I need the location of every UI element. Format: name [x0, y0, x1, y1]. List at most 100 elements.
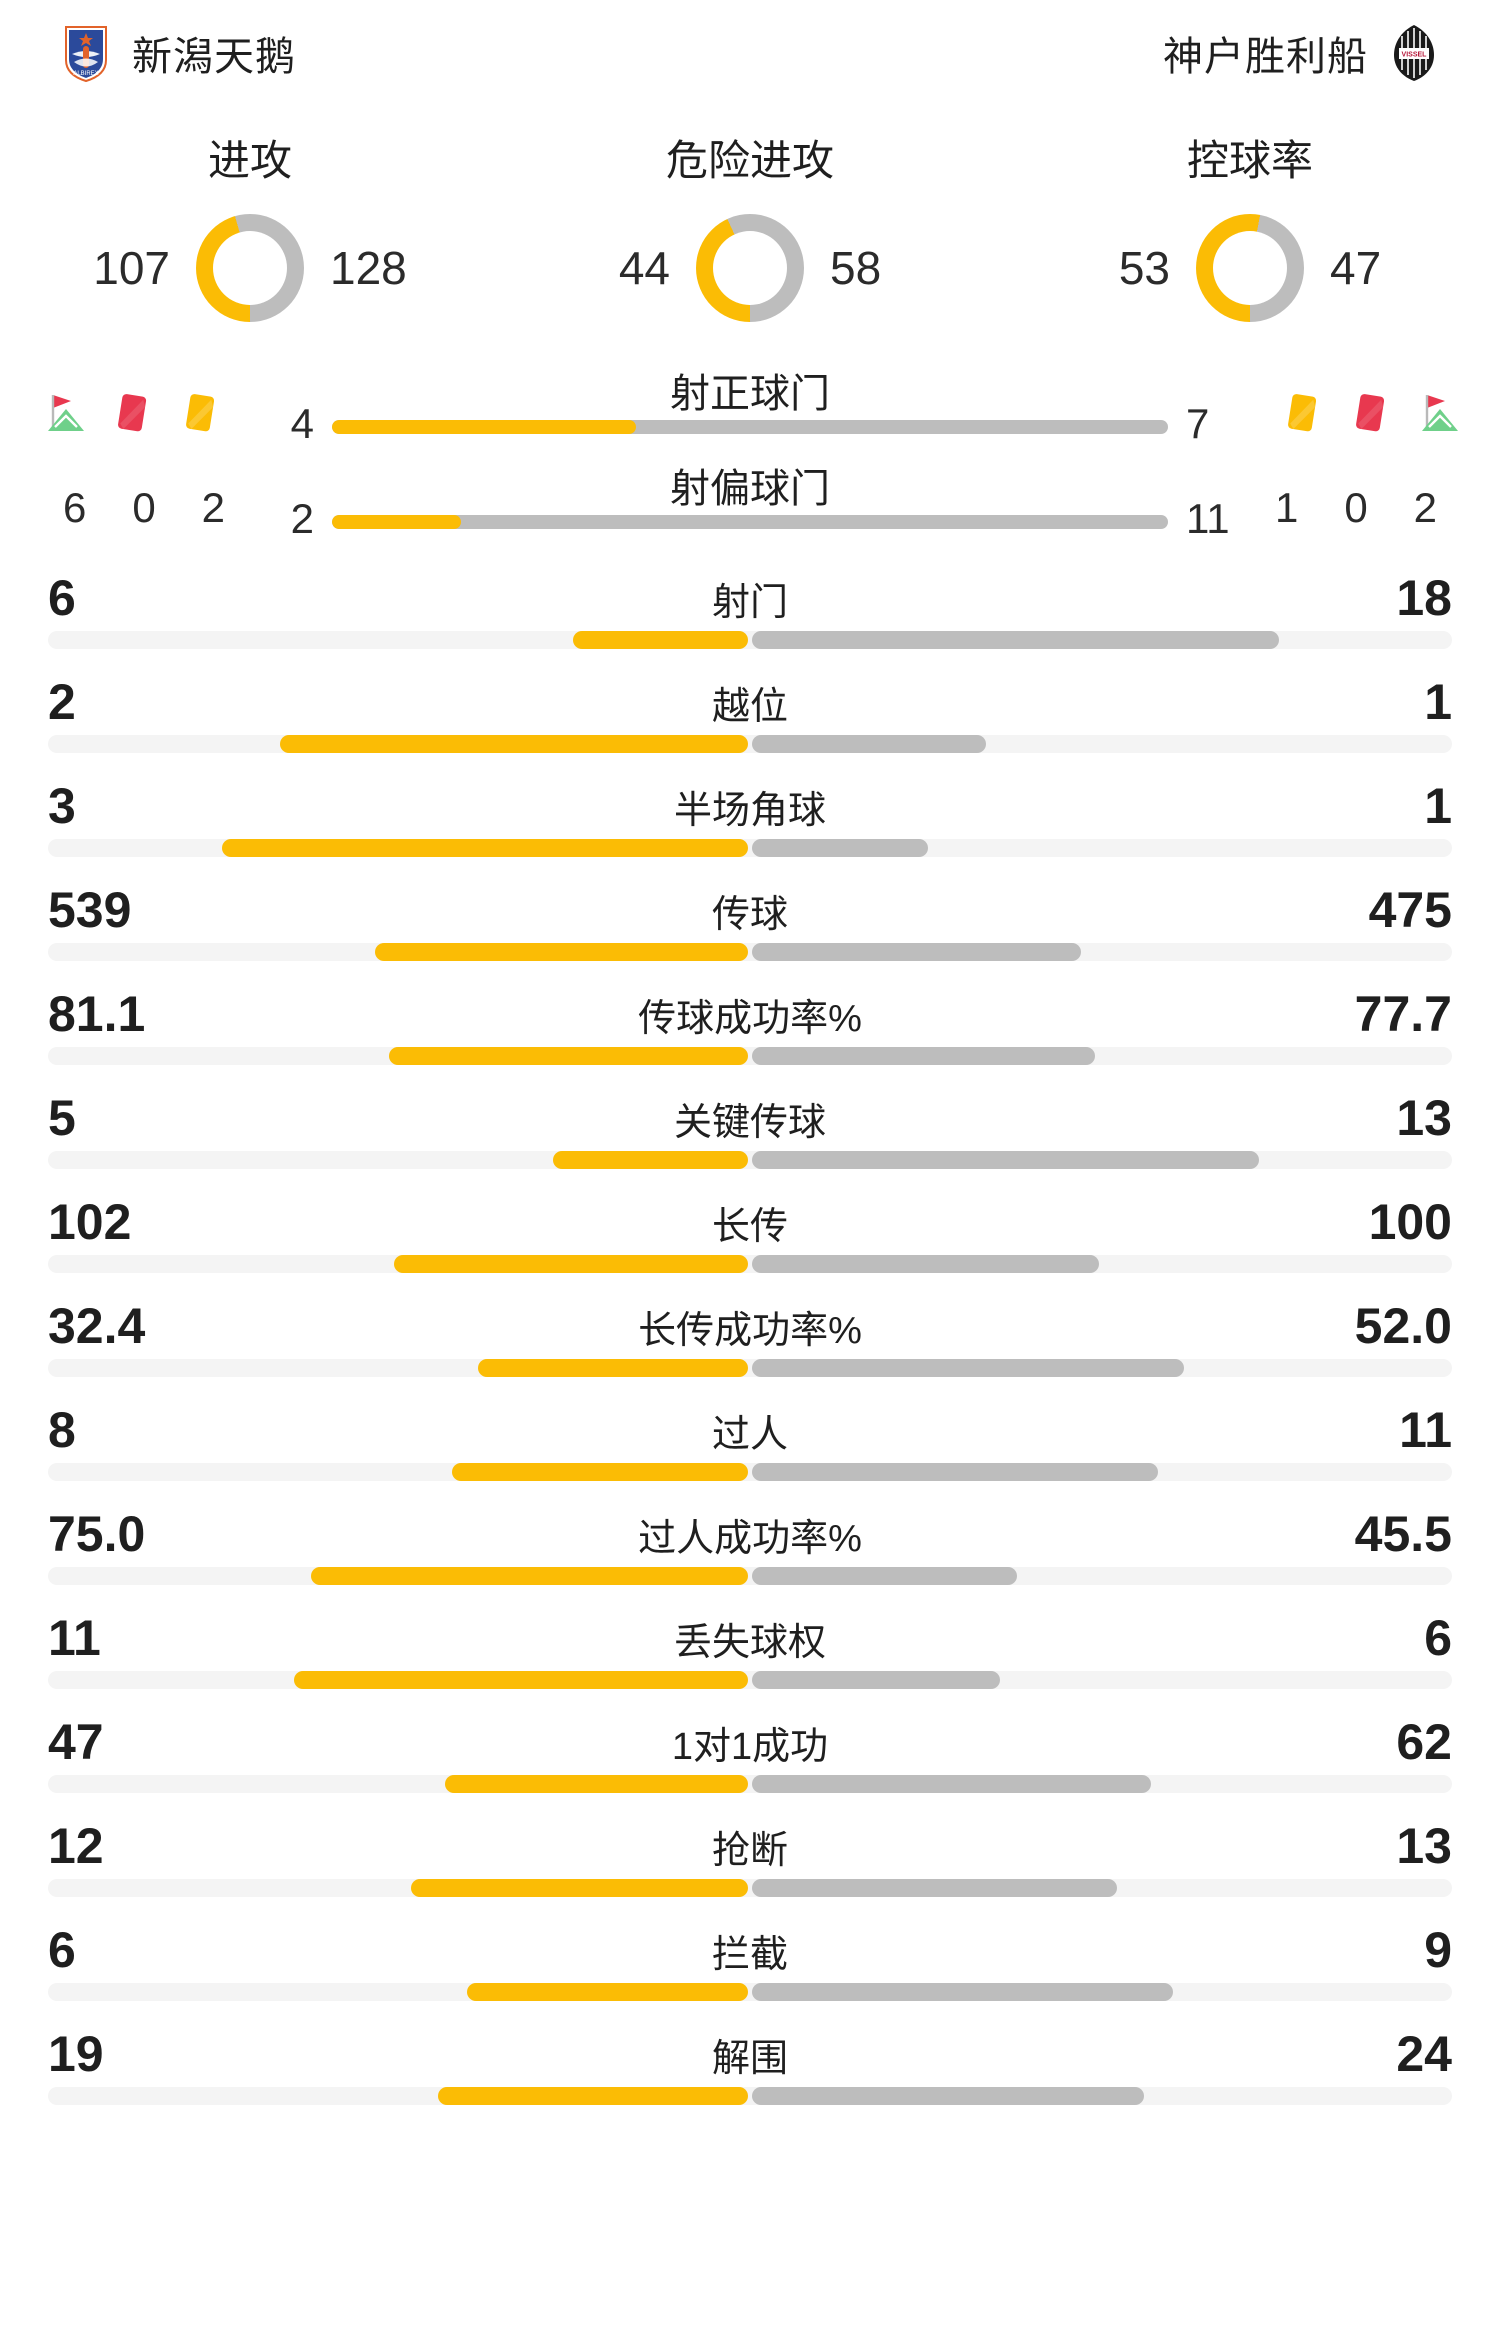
home-corner-count: 6: [62, 483, 87, 531]
shots-off-target-away-value: 11: [1186, 495, 1230, 542]
donut-cell-attacks: 进攻 107 128: [0, 127, 500, 365]
away-team[interactable]: 神户胜利船 VISSEL: [1163, 24, 1438, 82]
donut-summary-row: 进攻 107 128 危险进攻 44 58 控球率 53 47: [0, 105, 1500, 365]
stat-home-value: 539: [48, 882, 132, 938]
stat-bar-away-fill: [752, 1255, 1100, 1273]
discipline-and-shots-block: 射正球门 4 7: [0, 365, 1500, 555]
stat-bar-track: [48, 1879, 1452, 1897]
stat-label: 传球: [711, 894, 788, 936]
stat-bar-track: [48, 1151, 1452, 1169]
stat-row-header: 75.0 过人成功率% 45.5: [48, 1505, 1452, 1567]
stat-home-value: 3: [48, 778, 76, 834]
stat-bar-home-fill: [279, 735, 748, 753]
stat-bar-track: [48, 631, 1452, 649]
stat-bar-home-fill: [293, 1671, 748, 1689]
stat-bar-away-fill: [752, 839, 928, 857]
yellow-card-icon: [1278, 387, 1324, 439]
stat-bar-track: [48, 1671, 1452, 1689]
red-card-icon: [1346, 387, 1392, 439]
stat-bar-track: [48, 1255, 1452, 1273]
stat-away-value: 18: [1396, 570, 1452, 626]
stat-row-header: 81.1 传球成功率% 77.7: [48, 985, 1452, 1047]
shots-off-target-label: 射偏球门: [670, 467, 830, 511]
donut-away-value: 47: [1330, 242, 1382, 294]
stat-row: 47 1对1成功 62: [48, 1713, 1452, 1817]
stat-row: 2 越位 1: [48, 673, 1452, 777]
stat-bar-home-fill: [552, 1151, 748, 1169]
home-discipline-icons: [40, 387, 248, 439]
stat-row-header: 19 解围 24: [48, 2025, 1452, 2087]
donut-chart-attacks: [196, 214, 304, 322]
stat-bar-away-fill: [752, 943, 1081, 961]
stat-row-header: 8 过人 11: [48, 1401, 1452, 1463]
stat-home-value: 47: [48, 1714, 104, 1770]
vissel-kobe-crest-icon: VISSEL: [1390, 24, 1438, 82]
stat-label: 丢失球权: [673, 1622, 826, 1664]
shots-off-target-home-fill: [332, 515, 461, 529]
stat-row: 8 过人 11: [48, 1401, 1452, 1505]
stat-row: 5 关键传球 13: [48, 1089, 1452, 1193]
stat-bar-track: [48, 1567, 1452, 1585]
corner-flag-icon: [40, 387, 86, 439]
stat-row-header: 32.4 长传成功率% 52.0: [48, 1297, 1452, 1359]
stat-row-header: 6 射门 18: [48, 569, 1452, 631]
stat-bar-away-fill: [752, 1047, 1096, 1065]
stat-away-value: 6: [1424, 1610, 1452, 1666]
stat-home-value: 11: [48, 1610, 101, 1666]
stat-bar-away-fill: [752, 1151, 1259, 1169]
stat-row: 6 拦截 9: [48, 1921, 1452, 2025]
stat-away-value: 13: [1396, 1090, 1452, 1146]
stat-away-value: 77.7: [1354, 986, 1452, 1042]
stat-row-header: 539 传球 475: [48, 881, 1452, 943]
stat-row-header: 12 抢断 13: [48, 1817, 1452, 1879]
match-teams-header: ALBIREX 新潟天鹅 神户胜利船 VISSEL: [0, 0, 1500, 105]
shots-off-target-bar-group: 射偏球门 2 11: [248, 460, 1252, 555]
away-corner-count: 2: [1413, 483, 1437, 531]
stat-bar-away-fill: [752, 735, 986, 753]
albirex-niigata-crest-icon: ALBIREX: [62, 24, 110, 82]
home-red-card-count: 0: [132, 483, 156, 531]
stat-bar-home-fill: [572, 631, 748, 649]
stat-bar-away-fill: [752, 1567, 1018, 1585]
stat-row-header: 11 丢失球权 6: [48, 1609, 1452, 1671]
stat-bar-home-fill: [445, 1775, 748, 1793]
stat-away-value: 1: [1424, 778, 1452, 834]
stat-label: 半场角球: [673, 790, 826, 832]
stat-bar-track: [48, 1983, 1452, 2001]
stat-bar-track: [48, 1047, 1452, 1065]
stat-bar-home-fill: [437, 2087, 748, 2105]
away-discipline-values: 1 0 2: [1252, 484, 1460, 532]
stat-away-value: 24: [1396, 2026, 1452, 2082]
yellow-card-icon: [176, 387, 222, 439]
donut-cell-dangerous-attacks: 危险进攻 44 58: [500, 127, 1000, 365]
stat-bar-away-fill: [752, 1775, 1152, 1793]
home-discipline-values: 6 0 2: [40, 484, 248, 532]
stat-bar-home-fill: [411, 1879, 748, 1897]
stat-bar-away-fill: [752, 1983, 1174, 2001]
stat-bar-track: [48, 1775, 1452, 1793]
donut-away-value: 128: [330, 242, 407, 294]
shots-on-target-home-value: 4: [290, 400, 314, 447]
stat-row: 32.4 长传成功率% 52.0: [48, 1297, 1452, 1401]
donut-cell-possession: 控球率 53 47: [1000, 127, 1500, 365]
shots-on-target-home-fill: [332, 420, 637, 434]
stat-home-value: 75.0: [48, 1506, 146, 1562]
stat-bar-home-fill: [389, 1047, 748, 1065]
stat-away-value: 13: [1396, 1818, 1452, 1874]
stat-away-value: 11: [1399, 1402, 1452, 1458]
donut-home-value: 44: [618, 242, 670, 294]
stat-bar-away-fill: [752, 1463, 1159, 1481]
stat-label: 长传: [711, 1206, 788, 1248]
stat-bar-home-fill: [374, 943, 748, 961]
stat-bar-away-fill: [752, 631, 1279, 649]
stat-label: 1对1成功: [671, 1726, 829, 1768]
stat-label: 抢断: [711, 1830, 788, 1872]
stat-bar-away-fill: [752, 1671, 1000, 1689]
donut-home-value: 107: [93, 242, 170, 294]
away-red-card-count: 0: [1344, 483, 1368, 531]
home-team[interactable]: ALBIREX 新潟天鹅: [62, 24, 296, 82]
stat-away-value: 475: [1368, 882, 1452, 938]
stat-row-header: 2 越位 1: [48, 673, 1452, 735]
stat-away-value: 45.5: [1354, 1506, 1452, 1562]
stat-home-value: 6: [48, 570, 76, 626]
